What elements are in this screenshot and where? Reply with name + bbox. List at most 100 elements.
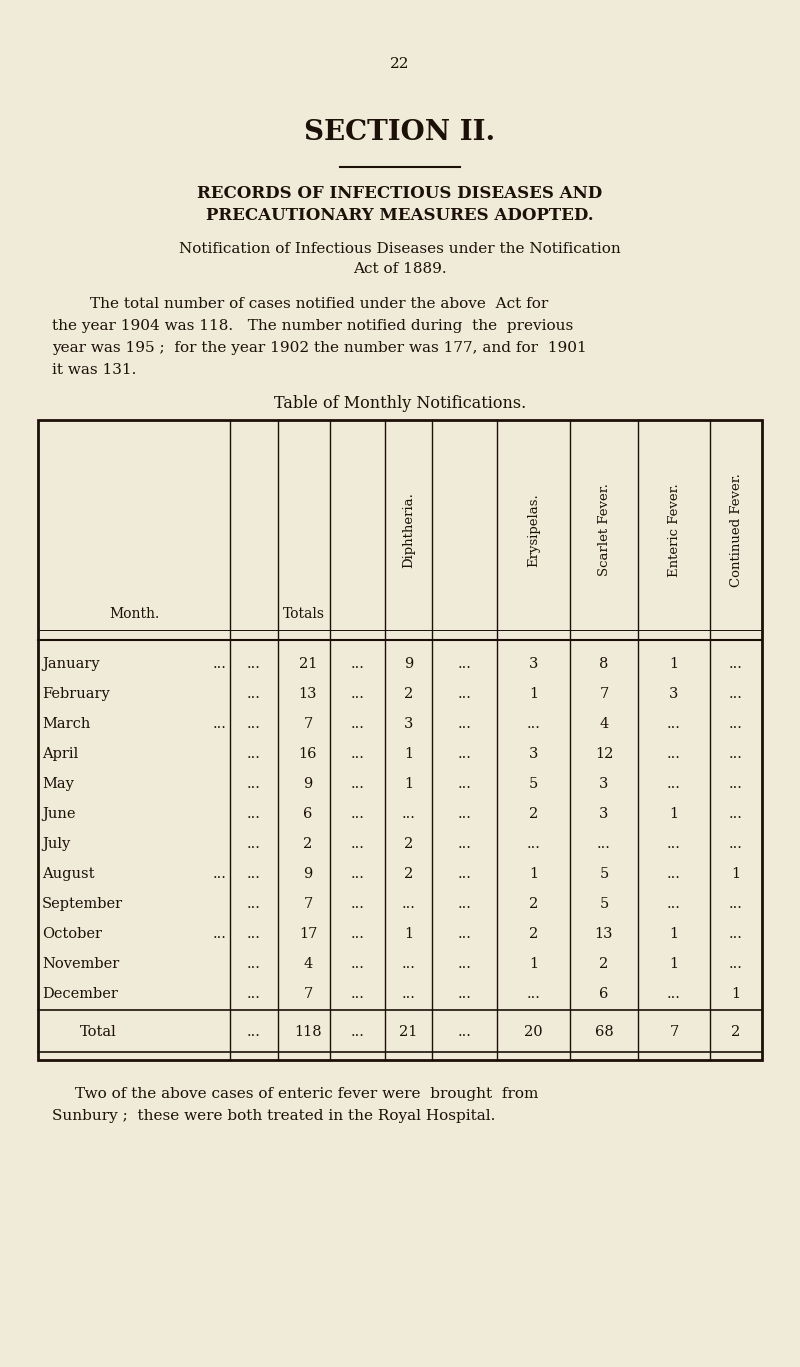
Text: ...: ... <box>667 776 681 790</box>
Text: ...: ... <box>350 807 365 820</box>
Text: 7: 7 <box>303 987 313 1001</box>
Text: ...: ... <box>350 746 365 760</box>
Text: 22: 22 <box>390 57 410 71</box>
Text: 9: 9 <box>303 776 313 790</box>
Text: 1: 1 <box>670 927 678 940</box>
Text: ...: ... <box>212 927 226 940</box>
Text: 2: 2 <box>404 837 413 850</box>
Text: ...: ... <box>247 957 261 971</box>
Text: ...: ... <box>350 987 365 1001</box>
Text: ...: ... <box>212 716 226 730</box>
Text: ...: ... <box>247 716 261 730</box>
Text: ...: ... <box>350 927 365 940</box>
Text: ...: ... <box>247 897 261 910</box>
Text: 7: 7 <box>599 686 609 701</box>
Text: 13: 13 <box>298 686 318 701</box>
Text: ...: ... <box>458 807 471 820</box>
Text: ...: ... <box>247 746 261 760</box>
Text: 68: 68 <box>594 1025 614 1039</box>
Text: ...: ... <box>212 867 226 880</box>
Text: the year 1904 was 118.   The number notified during  the  previous: the year 1904 was 118. The number notifi… <box>52 319 574 334</box>
Text: PRECAUTIONARY MEASURES ADOPTED.: PRECAUTIONARY MEASURES ADOPTED. <box>206 206 594 224</box>
Text: ...: ... <box>729 897 743 910</box>
Text: 1: 1 <box>404 927 413 940</box>
Text: ...: ... <box>458 716 471 730</box>
Text: 2: 2 <box>731 1025 741 1039</box>
Text: ...: ... <box>729 746 743 760</box>
Text: ...: ... <box>458 1025 471 1039</box>
Text: Table of Monthly Notifications.: Table of Monthly Notifications. <box>274 395 526 411</box>
Text: ...: ... <box>247 656 261 671</box>
Text: 2: 2 <box>404 686 413 701</box>
Text: 12: 12 <box>595 746 613 760</box>
Text: 16: 16 <box>298 746 318 760</box>
Text: ...: ... <box>667 897 681 910</box>
Text: December: December <box>42 987 118 1001</box>
Text: ...: ... <box>350 716 365 730</box>
Text: 118: 118 <box>294 1025 322 1039</box>
Text: 3: 3 <box>670 686 678 701</box>
Text: ...: ... <box>729 837 743 850</box>
Text: 1: 1 <box>404 746 413 760</box>
Text: ...: ... <box>350 897 365 910</box>
Text: ...: ... <box>667 987 681 1001</box>
Text: Enteric Fever.: Enteric Fever. <box>667 483 681 577</box>
Text: 5: 5 <box>599 897 609 910</box>
Text: ...: ... <box>729 776 743 790</box>
Text: Sunbury ;  these were both treated in the Royal Hospital.: Sunbury ; these were both treated in the… <box>52 1109 495 1124</box>
Text: SECTION II.: SECTION II. <box>305 119 495 146</box>
Text: 2: 2 <box>529 927 538 940</box>
Text: ...: ... <box>247 867 261 880</box>
Text: 1: 1 <box>529 686 538 701</box>
Text: ...: ... <box>350 656 365 671</box>
Text: ...: ... <box>458 686 471 701</box>
Text: Scarlet Fever.: Scarlet Fever. <box>598 484 610 577</box>
Text: 6: 6 <box>303 807 313 820</box>
Text: ...: ... <box>458 987 471 1001</box>
Text: 1: 1 <box>731 867 741 880</box>
Text: ...: ... <box>350 686 365 701</box>
Text: 21: 21 <box>399 1025 418 1039</box>
Text: RECORDS OF INFECTIOUS DISEASES AND: RECORDS OF INFECTIOUS DISEASES AND <box>198 185 602 202</box>
Text: Erysipelas.: Erysipelas. <box>527 493 540 567</box>
Text: 7: 7 <box>670 1025 678 1039</box>
Text: March: March <box>42 716 90 730</box>
Text: year was 195 ;  for the year 1902 the number was 177, and for  1901: year was 195 ; for the year 1902 the num… <box>52 340 586 355</box>
Text: ...: ... <box>458 837 471 850</box>
Text: ...: ... <box>402 957 415 971</box>
Text: 1: 1 <box>670 656 678 671</box>
Text: ...: ... <box>729 686 743 701</box>
Text: ...: ... <box>350 867 365 880</box>
Text: ...: ... <box>729 807 743 820</box>
Text: 3: 3 <box>529 656 538 671</box>
Text: 1: 1 <box>670 957 678 971</box>
Text: ...: ... <box>526 837 541 850</box>
Text: 17: 17 <box>299 927 317 940</box>
Text: ...: ... <box>458 927 471 940</box>
Text: ...: ... <box>729 716 743 730</box>
Text: 5: 5 <box>599 867 609 880</box>
Text: ...: ... <box>350 957 365 971</box>
Text: 1: 1 <box>529 957 538 971</box>
Text: ...: ... <box>667 867 681 880</box>
Text: 7: 7 <box>303 897 313 910</box>
Text: ...: ... <box>212 656 226 671</box>
Text: 3: 3 <box>599 776 609 790</box>
Text: 1: 1 <box>529 867 538 880</box>
Text: ...: ... <box>402 807 415 820</box>
Text: ...: ... <box>458 776 471 790</box>
Text: ...: ... <box>458 656 471 671</box>
Text: 1: 1 <box>670 807 678 820</box>
Text: ...: ... <box>350 837 365 850</box>
Text: 5: 5 <box>529 776 538 790</box>
Text: ...: ... <box>667 746 681 760</box>
Text: 2: 2 <box>404 867 413 880</box>
Text: 2: 2 <box>599 957 609 971</box>
Text: 2: 2 <box>529 897 538 910</box>
Text: August: August <box>42 867 94 880</box>
Text: October: October <box>42 927 102 940</box>
Text: 13: 13 <box>594 927 614 940</box>
Text: ...: ... <box>247 807 261 820</box>
Text: 6: 6 <box>599 987 609 1001</box>
Bar <box>38 420 762 1059</box>
